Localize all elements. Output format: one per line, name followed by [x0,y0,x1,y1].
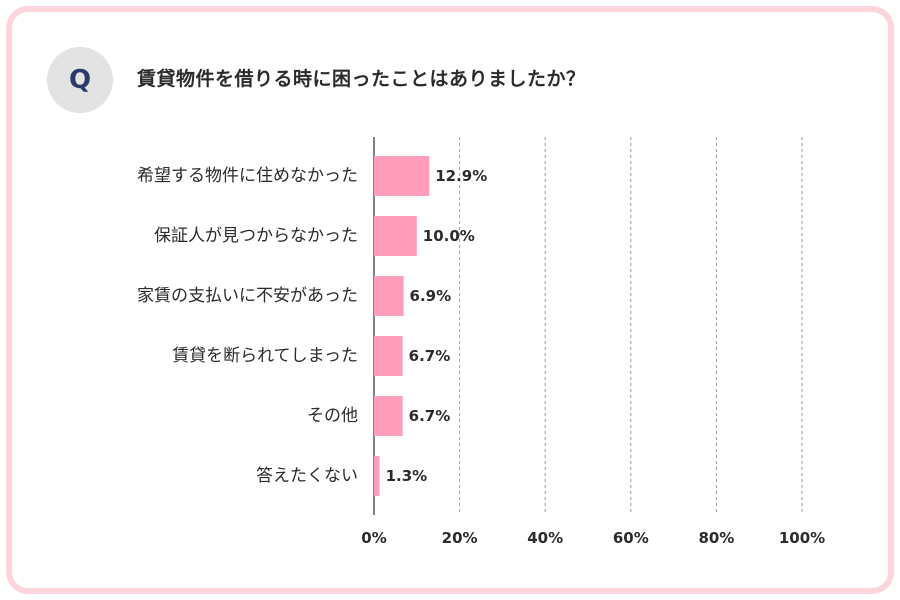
category-label: 賃貸を断られてしまった [172,346,358,366]
category-label: 家賃の支払いに不安があった [137,286,358,306]
card-frame [6,6,894,594]
bar [374,276,404,316]
value-label: 6.9% [410,287,452,305]
question-badge: Q [47,47,113,113]
bar [374,336,403,376]
value-label: 12.9% [435,167,487,185]
x-tick-label: 0% [361,529,386,547]
value-label: 6.7% [409,347,451,365]
category-label: その他 [307,406,358,426]
question-title: 賃貸物件を借りる時に困ったことはありましたか？ [137,68,586,90]
x-tick-label: 40% [527,529,563,547]
x-tick-label: 60% [613,529,649,547]
bar [374,456,380,496]
value-label: 6.7% [409,407,451,425]
bar [374,396,403,436]
value-label: 10.0% [423,227,475,245]
bar [374,156,430,196]
category-label: 希望する物件に住めなかった [137,166,358,186]
value-label: 1.3% [386,467,428,485]
x-tick-label: 20% [442,529,478,547]
category-label: 答えたくない [256,466,358,486]
category-label: 保証人が見つからなかった [154,226,358,246]
x-tick-label: 80% [698,529,734,547]
x-tick-label: 100% [779,529,825,547]
bar [374,216,417,256]
